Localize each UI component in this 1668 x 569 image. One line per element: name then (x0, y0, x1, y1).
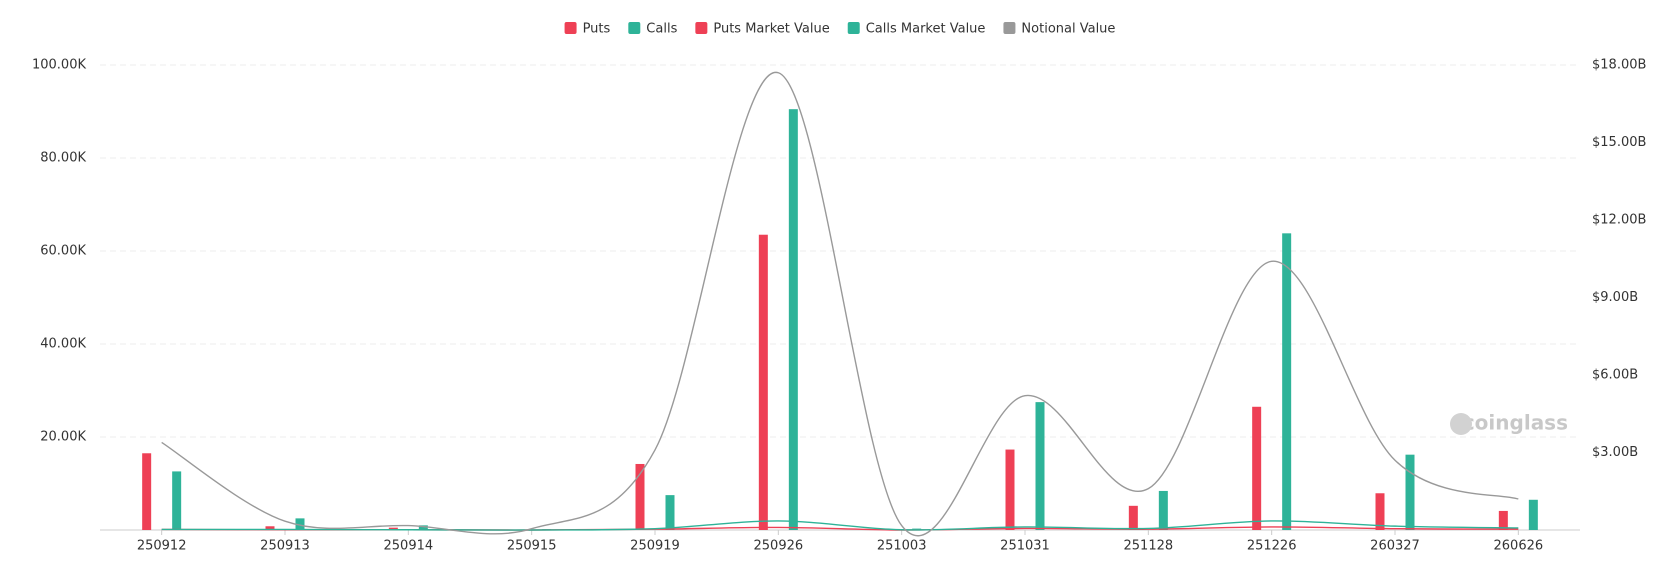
legend-item: Calls (628, 22, 678, 37)
y2-tick-label: $9.00B (1592, 290, 1638, 305)
bar (665, 495, 675, 530)
legend-label: Notional Value (1021, 22, 1115, 37)
bar (295, 518, 305, 530)
x-tick-label: 260327 (1370, 539, 1420, 554)
legend-item: Puts (564, 22, 611, 37)
y-tick-label: 80.00K (40, 151, 86, 166)
bar (1498, 510, 1508, 530)
bar (1252, 406, 1262, 530)
legend-item: Notional Value (1003, 22, 1115, 37)
y2-tick-label: $3.00B (1592, 445, 1638, 460)
x-tick-label: 251031 (1000, 539, 1050, 554)
legend-item: Calls Market Value (847, 22, 986, 37)
legend-label: Puts (583, 22, 611, 37)
legend-swatch (1003, 22, 1016, 34)
x-tick-label: 250913 (260, 539, 310, 554)
bar (1158, 490, 1168, 530)
bar (758, 234, 768, 530)
line (161, 520, 1519, 531)
legend-label: Calls (646, 22, 677, 37)
x-tick-label: 250914 (384, 539, 434, 554)
bar (1282, 233, 1292, 530)
x-tick-label: 260626 (1494, 539, 1544, 554)
legend-swatch (628, 22, 641, 34)
legend-swatch (564, 22, 577, 34)
bar (1528, 499, 1538, 530)
x-tick-label: 250912 (137, 539, 187, 554)
bar (788, 109, 798, 531)
bar (1128, 505, 1138, 530)
y2-tick-label: $12.00B (1592, 213, 1646, 228)
y-tick-label: 100.00K (32, 58, 86, 73)
bar (1375, 493, 1385, 530)
watermark: coinglass (1463, 411, 1568, 435)
bar (1405, 454, 1415, 530)
legend-item: Puts Market Value (695, 22, 830, 37)
legend: Puts Calls Puts Market Value Calls Market V… (564, 22, 1115, 37)
x-tick-label: 251003 (877, 539, 927, 554)
x-tick-label: 251226 (1247, 539, 1297, 554)
y-tick-label: 40.00K (40, 337, 86, 352)
y2-tick-label: $6.00B (1592, 368, 1638, 383)
legend-swatch (847, 22, 860, 34)
line (161, 72, 1519, 537)
bar (418, 525, 428, 530)
bar (388, 527, 398, 530)
bar (142, 453, 152, 530)
y2-tick-label: $18.00B (1592, 58, 1646, 73)
bar (172, 471, 182, 530)
x-tick-label: 250915 (507, 539, 557, 554)
bar (265, 526, 275, 530)
legend-swatch (695, 22, 708, 34)
y-tick-label: 60.00K (40, 244, 86, 259)
x-tick-label: 251128 (1124, 539, 1174, 554)
x-tick-label: 250919 (630, 539, 680, 554)
bar (1035, 402, 1045, 530)
bar (635, 463, 645, 530)
y-tick-label: 20.00K (40, 430, 86, 445)
x-tick-label: 250926 (754, 539, 804, 554)
y2-tick-label: $15.00B (1592, 135, 1646, 150)
watermark-logo (1450, 413, 1472, 435)
legend-label: Calls Market Value (866, 22, 986, 37)
legend-label: Puts Market Value (713, 22, 829, 37)
bar (1005, 449, 1015, 530)
